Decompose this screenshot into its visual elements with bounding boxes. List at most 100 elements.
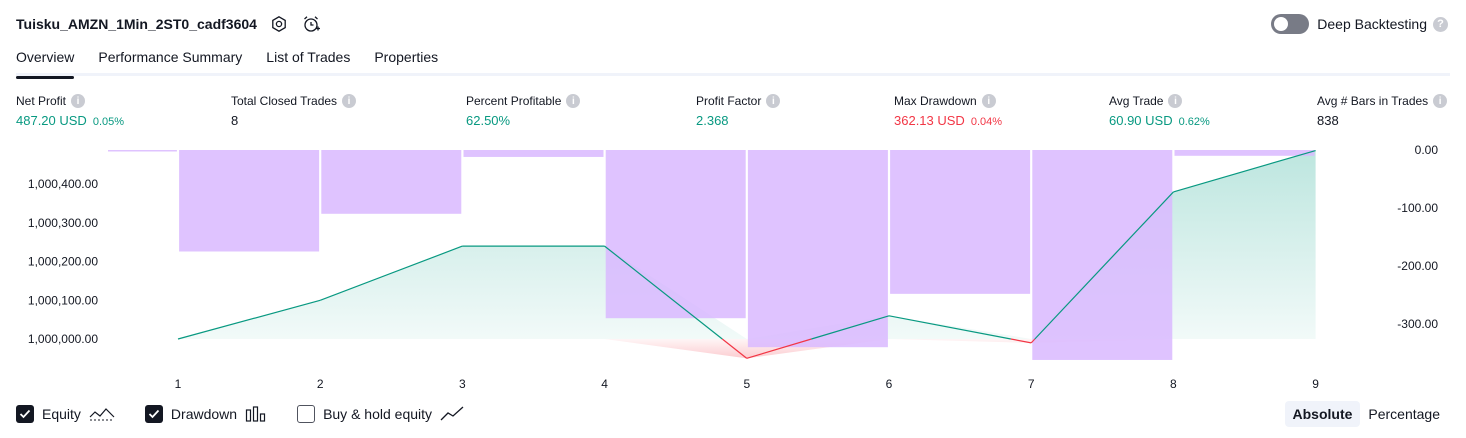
x-tick-label: 9 [1312, 377, 1319, 391]
toggle-knob [1274, 17, 1289, 31]
right-axis: 0.00 -100.00 -200.00 -300.00 [1397, 143, 1438, 331]
drawdown-bar [747, 150, 888, 348]
metric-value: 362.13 USD [894, 113, 965, 128]
legend-drawdown[interactable]: Drawdown [144, 405, 267, 423]
drawdown-bar [1032, 150, 1173, 360]
x-tick-label: 4 [601, 377, 608, 391]
equity-segment [888, 315, 1011, 340]
right-tick-label: -200.00 [1397, 259, 1438, 273]
deep-backtesting: Deep Backtesting ? [1271, 12, 1448, 36]
equity-drawdown-chart: 1,000,000.00 1,000,100.00 1,000,200.00 1,00… [28, 143, 1438, 391]
info-icon[interactable]: i [71, 94, 86, 108]
tab-bar: Overview Performance Summary List of Tra… [16, 44, 1450, 79]
equity-segment [746, 338, 812, 359]
metric-value: 62.50% [466, 113, 511, 128]
metric-percent: 0.04% [970, 116, 1003, 128]
metric-avg-bars: Avg # Bars in Trades i 838 [1317, 93, 1448, 128]
bars-icon [245, 406, 267, 422]
equity-line-icon [89, 406, 115, 422]
tab-performance-summary[interactable]: Performance Summary [98, 49, 243, 65]
info-icon[interactable]: i [566, 94, 581, 108]
equity-segment [721, 338, 748, 359]
drawdown-bar [890, 150, 1031, 294]
trend-line-icon [440, 406, 464, 422]
left-tick-label: 1,000,400.00 [28, 177, 98, 191]
metric-label: Profit Factor [696, 94, 762, 108]
equity-segment [177, 299, 321, 340]
absolute-button[interactable]: Absolute [1284, 401, 1361, 427]
equity-segment [1010, 338, 1032, 344]
drawdown-bar [321, 150, 462, 214]
chart-legend: Equity Drawdown Buy & hold equity [16, 403, 494, 425]
info-icon[interactable]: i [1168, 94, 1183, 108]
tab-overview[interactable]: Overview [16, 44, 75, 79]
drawdown-bars [108, 150, 1315, 360]
deep-backtesting-label: Deep Backtesting [1317, 16, 1427, 32]
equity-line [177, 149, 1316, 359]
right-tick-label: -100.00 [1397, 201, 1438, 215]
metric-label: Avg # Bars in Trades [1317, 94, 1429, 108]
equity-segment [1030, 338, 1036, 344]
percentage-button[interactable]: Percentage [1368, 406, 1440, 422]
x-tick-label: 7 [1028, 377, 1035, 391]
x-tick-label: 8 [1170, 377, 1177, 391]
drawdown-bar [179, 150, 320, 252]
tab-list-of-trades[interactable]: List of Trades [266, 49, 351, 65]
info-icon[interactable]: i [1433, 94, 1448, 108]
metric-value: 8 [231, 113, 239, 128]
metric-percent-profitable: Percent Profitable i 62.50% [466, 93, 581, 128]
metric-value: 487.20 USD [16, 113, 87, 128]
left-tick-label: 1,000,000.00 [28, 332, 98, 346]
left-tick-label: 1,000,100.00 [28, 293, 98, 307]
info-icon[interactable]: i [981, 94, 996, 108]
metric-max-drawdown: Max Drawdown i 362.13 USD 0.04% [894, 93, 1002, 128]
info-icon[interactable]: i [766, 94, 781, 108]
strategy-header: Tuisku_AMZN_1Min_2ST0_cadf3604 [16, 12, 321, 36]
deep-backtesting-toggle[interactable] [1271, 14, 1310, 34]
metric-total-closed-trades: Total Closed Trades i 8 [231, 93, 357, 128]
scale-mode-switch: Absolute Percentage [1284, 401, 1449, 427]
equity-segment [319, 245, 463, 301]
metric-label: Max Drawdown [894, 94, 977, 108]
left-axis: 1,000,000.00 1,000,100.00 1,000,200.00 1,00… [28, 177, 98, 346]
metric-label: Net Profit [16, 94, 67, 108]
drawdown-bar [1174, 150, 1315, 156]
metric-value: 60.90 USD [1109, 113, 1173, 128]
x-tick-label: 6 [886, 377, 893, 391]
drawdown-checkbox[interactable] [144, 405, 163, 423]
x-tick-label: 5 [743, 377, 750, 391]
left-tick-label: 1,000,300.00 [28, 216, 98, 230]
metric-label: Avg Trade [1109, 94, 1164, 108]
legend-equity-label: Equity [42, 406, 81, 422]
help-icon[interactable]: ? [1433, 16, 1448, 32]
metric-percent: 0.62% [1178, 116, 1210, 128]
right-tick-label: 0.00 [1415, 143, 1439, 157]
loss-fill [178, 339, 1316, 359]
right-tick-label: -300.00 [1397, 317, 1438, 331]
legend-equity[interactable]: Equity [16, 405, 115, 423]
equity-segment [811, 315, 890, 340]
metric-label: Percent Profitable [466, 94, 562, 108]
metric-net-profit: Net Profit i 487.20 USD 0.05% [16, 93, 124, 128]
metric-label: Total Closed Trades [231, 94, 338, 108]
legend-drawdown-label: Drawdown [170, 406, 238, 422]
tab-properties[interactable]: Properties [374, 49, 439, 65]
drawdown-bar [108, 150, 177, 152]
gear-icon[interactable] [269, 14, 289, 34]
legend-buy-hold[interactable]: Buy & hold equity [297, 405, 464, 423]
equity-area [178, 150, 1316, 359]
metric-value: 838 [1317, 113, 1339, 128]
x-tick-label: 2 [317, 377, 324, 391]
equity-segment [604, 245, 723, 340]
metric-percent: 0.05% [92, 116, 125, 128]
x-tick-label: 1 [175, 377, 182, 391]
info-icon[interactable]: i [342, 94, 357, 108]
legend-buy-hold-label: Buy & hold equity [323, 406, 433, 422]
drawdown-bar [463, 150, 604, 157]
buy-hold-checkbox[interactable] [297, 405, 316, 423]
equity-fill [178, 150, 1316, 339]
equity-checkbox[interactable] [16, 405, 34, 423]
x-axis: 1 2 3 4 5 6 7 8 9 [175, 377, 1320, 391]
metric-value: 2.368 [696, 113, 729, 128]
alarm-add-icon[interactable] [301, 14, 321, 34]
